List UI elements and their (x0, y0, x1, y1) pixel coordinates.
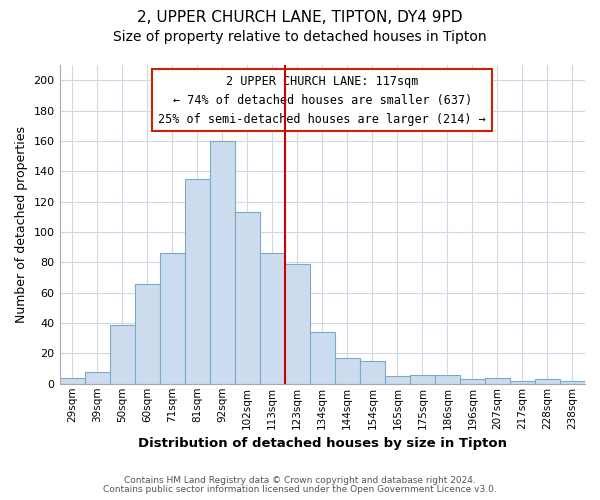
Bar (260, 253, 285, 384)
Text: Contains public sector information licensed under the Open Government Licence v3: Contains public sector information licen… (103, 485, 497, 494)
Text: 2, UPPER CHURCH LANE, TIPTON, DY4 9PD: 2, UPPER CHURCH LANE, TIPTON, DY4 9PD (137, 10, 463, 25)
Bar (360, 361, 385, 384)
Bar (535, 379, 560, 384)
Text: Contains HM Land Registry data © Crown copyright and database right 2024.: Contains HM Land Registry data © Crown c… (124, 476, 476, 485)
Y-axis label: Number of detached properties: Number of detached properties (15, 126, 28, 323)
Text: 2 UPPER CHURCH LANE: 117sqm
← 74% of detached houses are smaller (637)
25% of se: 2 UPPER CHURCH LANE: 117sqm ← 74% of det… (158, 74, 486, 126)
Bar (59, 378, 85, 384)
Bar (85, 372, 110, 384)
Text: Size of property relative to detached houses in Tipton: Size of property relative to detached ho… (113, 30, 487, 44)
Bar (385, 376, 410, 384)
Bar (485, 378, 510, 384)
Bar (435, 374, 460, 384)
Bar (310, 332, 335, 384)
Bar (185, 179, 209, 384)
Bar (510, 380, 535, 384)
Bar (410, 374, 435, 384)
Bar (560, 380, 585, 384)
Bar (335, 358, 360, 384)
Bar (235, 212, 260, 384)
Bar (460, 379, 485, 384)
Bar (209, 141, 235, 384)
Bar (110, 324, 134, 384)
Bar (285, 264, 310, 384)
Bar (160, 253, 185, 384)
X-axis label: Distribution of detached houses by size in Tipton: Distribution of detached houses by size … (138, 437, 507, 450)
Bar (134, 284, 160, 384)
